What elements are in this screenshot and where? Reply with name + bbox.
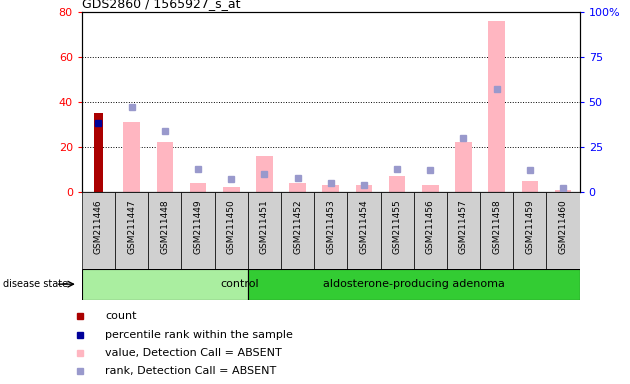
Text: count: count: [105, 311, 137, 321]
Bar: [223, 187, 239, 192]
Text: GSM211450: GSM211450: [227, 200, 236, 255]
Text: GSM211454: GSM211454: [360, 200, 369, 254]
Bar: [455, 142, 472, 192]
Text: GDS2860 / 1565927_s_at: GDS2860 / 1565927_s_at: [82, 0, 241, 10]
Text: GSM211455: GSM211455: [392, 200, 401, 255]
Text: GSM211446: GSM211446: [94, 200, 103, 254]
Text: GSM211451: GSM211451: [260, 200, 269, 255]
Text: GSM211453: GSM211453: [326, 200, 335, 255]
Bar: [447, 192, 480, 269]
Bar: [148, 192, 181, 269]
Bar: [82, 269, 248, 300]
Bar: [347, 192, 381, 269]
Bar: [522, 181, 538, 192]
Text: GSM211457: GSM211457: [459, 200, 468, 255]
Bar: [281, 192, 314, 269]
Bar: [94, 113, 103, 192]
Text: value, Detection Call = ABSENT: value, Detection Call = ABSENT: [105, 348, 282, 358]
Bar: [381, 192, 414, 269]
Text: GSM211448: GSM211448: [161, 200, 169, 254]
Text: rank, Detection Call = ABSENT: rank, Detection Call = ABSENT: [105, 366, 277, 376]
Bar: [123, 122, 140, 192]
Bar: [546, 192, 580, 269]
Bar: [314, 192, 347, 269]
Text: disease state: disease state: [3, 279, 68, 289]
Bar: [355, 185, 372, 192]
Bar: [82, 192, 115, 269]
Bar: [248, 192, 281, 269]
Bar: [555, 190, 571, 192]
Bar: [422, 185, 438, 192]
Bar: [181, 192, 215, 269]
Bar: [215, 192, 248, 269]
Bar: [480, 192, 513, 269]
Text: GSM211447: GSM211447: [127, 200, 136, 254]
Text: GSM211458: GSM211458: [492, 200, 501, 255]
Bar: [323, 185, 339, 192]
Bar: [256, 156, 273, 192]
Text: GSM211459: GSM211459: [525, 200, 534, 255]
Bar: [156, 142, 173, 192]
Bar: [389, 176, 406, 192]
Bar: [488, 20, 505, 192]
Bar: [115, 192, 148, 269]
Text: aldosterone-producing adenoma: aldosterone-producing adenoma: [323, 279, 505, 289]
Bar: [248, 269, 580, 300]
Text: control: control: [220, 279, 259, 289]
Text: GSM211452: GSM211452: [293, 200, 302, 254]
Text: GSM211456: GSM211456: [426, 200, 435, 255]
Text: percentile rank within the sample: percentile rank within the sample: [105, 329, 293, 339]
Bar: [513, 192, 546, 269]
Text: GSM211460: GSM211460: [559, 200, 568, 255]
Text: GSM211449: GSM211449: [193, 200, 202, 254]
Bar: [414, 192, 447, 269]
Bar: [190, 183, 207, 192]
Bar: [289, 183, 306, 192]
